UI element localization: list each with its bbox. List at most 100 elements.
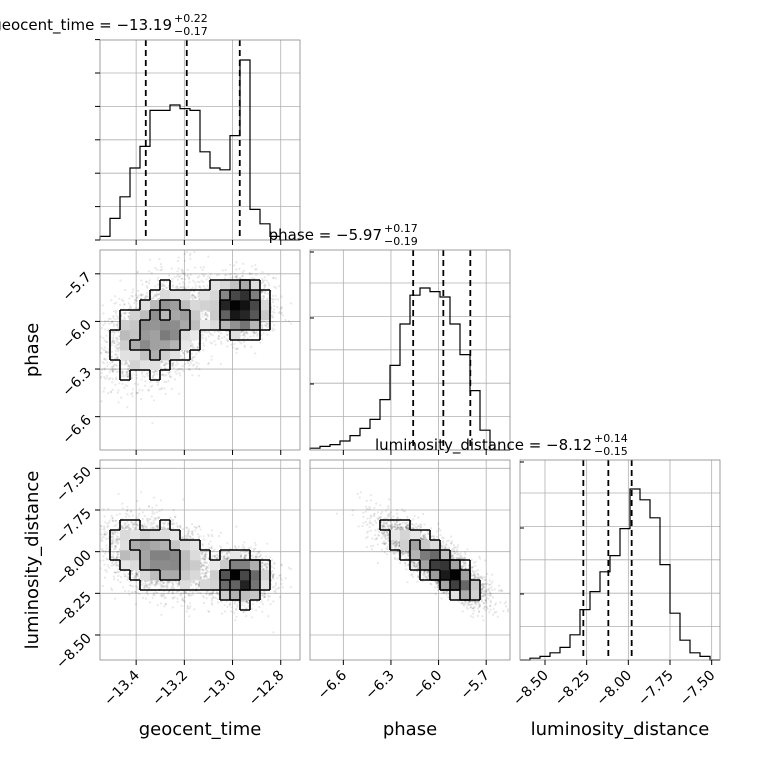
sample-point: [207, 255, 210, 258]
sample-point: [174, 364, 177, 367]
sample-point: [188, 364, 191, 367]
sample-point: [132, 288, 135, 291]
sample-point: [217, 335, 221, 338]
sample-point: [273, 305, 276, 308]
sample-point: [195, 365, 199, 368]
sample-point: [241, 274, 244, 278]
sample-point: [264, 292, 267, 295]
sample-point: [217, 330, 220, 333]
sample-point: [127, 363, 130, 366]
sample-point: [113, 324, 116, 327]
title-plus-luminosity_distance: +0.14: [594, 432, 628, 445]
sample-point: [111, 330, 114, 333]
sample-point: [157, 293, 160, 296]
sample-point: [131, 392, 134, 395]
sample-point: [108, 378, 111, 381]
sample-point: [271, 310, 274, 313]
sample-point: [100, 400, 103, 403]
sample-point: [111, 360, 114, 363]
sample-point: [188, 368, 191, 371]
sample-point: [245, 330, 248, 333]
sample-point: [117, 347, 120, 350]
sample-point: [240, 330, 244, 333]
sample-point: [157, 276, 160, 279]
sample-point: [106, 361, 109, 364]
sample-point: [158, 388, 161, 391]
sample-point: [133, 382, 137, 385]
sample-point: [210, 333, 213, 336]
sample-point: [223, 335, 226, 339]
sample-point: [271, 294, 275, 297]
sample-point: [165, 362, 168, 365]
sample-point: [107, 392, 110, 395]
sample-point: [273, 328, 276, 331]
sample-point: [111, 388, 114, 391]
sample-point: [262, 295, 266, 298]
sample-point: [189, 273, 192, 276]
sample-point: [170, 267, 173, 270]
sample-point: [154, 285, 157, 288]
sample-point: [274, 286, 278, 290]
sample-point: [252, 334, 255, 337]
sample-point: [271, 320, 274, 323]
sample-point: [104, 377, 107, 380]
sample-point: [201, 268, 204, 271]
sample-point: [200, 335, 203, 339]
sample-point: [267, 281, 270, 285]
sample-point: [144, 380, 147, 383]
sample-point: [231, 276, 234, 279]
sample-point: [204, 337, 208, 340]
sample-point: [180, 268, 183, 271]
sample-point: [140, 279, 143, 282]
sample-point: [218, 337, 221, 341]
sample-point: [272, 300, 275, 303]
sample-point: [214, 343, 217, 346]
sample-point: [114, 345, 117, 348]
sample-point: [208, 276, 211, 279]
sample-point: [103, 367, 106, 370]
sample-point: [151, 370, 154, 373]
sample-point: [115, 343, 119, 346]
title-minus-geocent_time: −0.17: [174, 25, 208, 38]
sample-point: [182, 369, 185, 372]
histogram-geocent_time: geocent_time = −13.19 +0.22−0.17: [0, 12, 301, 241]
sample-point: [135, 377, 138, 380]
sample-point: [187, 277, 190, 280]
axes-frame: [309, 249, 511, 451]
sample-point: [121, 375, 124, 378]
sample-point: [148, 279, 151, 282]
sample-point: [213, 330, 216, 333]
sample-point: [207, 363, 210, 366]
sample-point: [197, 346, 200, 349]
sample-point: [110, 299, 113, 302]
sample-point: [242, 340, 245, 343]
sample-point: [183, 259, 186, 262]
sample-point: [195, 367, 198, 370]
sample-point: [235, 347, 238, 350]
sample-point: [186, 268, 189, 271]
sample-point: [117, 341, 120, 344]
sample-point: [117, 349, 120, 352]
sample-point: [126, 393, 129, 396]
sample-point: [116, 391, 119, 394]
sample-point: [284, 319, 287, 322]
sample-point: [194, 296, 197, 299]
sample-point: [208, 310, 211, 313]
sample-point: [135, 373, 138, 377]
sample-point: [110, 365, 113, 369]
sample-point: [186, 275, 189, 278]
sample-point: [255, 273, 258, 276]
sample-point: [210, 358, 213, 361]
sample-point: [210, 342, 214, 345]
sample-point: [242, 262, 245, 265]
sample-point: [116, 317, 119, 320]
sample-point: [204, 313, 207, 316]
sample-point: [201, 315, 204, 318]
sample-point: [143, 384, 146, 387]
sample-point: [256, 333, 259, 336]
sample-point: [109, 390, 112, 393]
sample-point: [152, 295, 155, 298]
sample-point: [177, 367, 180, 371]
sample-point: [154, 295, 157, 298]
sample-point: [250, 345, 253, 348]
